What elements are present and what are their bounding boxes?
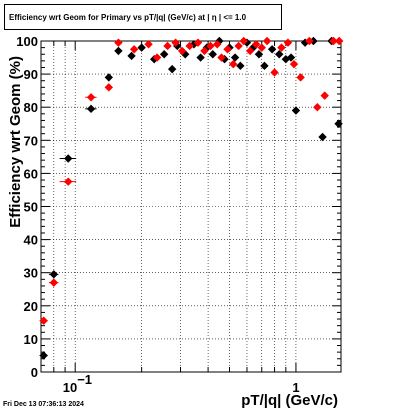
x-tick-label: 1 [292, 380, 299, 395]
data-point [114, 38, 123, 47]
data-point [213, 40, 222, 49]
data-point [49, 278, 59, 287]
y-axis-title: Efficiency wrt Geom (%) [7, 56, 24, 228]
data-point [277, 43, 286, 52]
data-point [260, 61, 269, 71]
data-point [291, 106, 301, 115]
data-point [150, 55, 159, 64]
x-tick-labels: 10−1 1 [63, 372, 300, 395]
data-point [39, 351, 48, 360]
data-point [167, 64, 177, 74]
data-point [296, 73, 305, 82]
data-point [245, 46, 255, 56]
data-point [318, 132, 327, 142]
y-tick-label: 30 [24, 266, 38, 281]
data-point [144, 40, 153, 49]
footer-timestamp: Fri Dec 13 07:36:13 2024 [3, 401, 84, 408]
data-point [206, 41, 215, 51]
x-tick-label-base: 10 [63, 380, 77, 395]
data-point [137, 43, 146, 52]
x-tick-label-base: 1 [292, 380, 299, 395]
data-point [152, 53, 162, 62]
data-point [171, 38, 180, 47]
y-tick-label: 10 [24, 332, 38, 347]
y-tick-label: 90 [24, 67, 38, 82]
data-point [254, 50, 264, 59]
data-point [329, 36, 338, 46]
data-point [270, 68, 279, 77]
data-point [129, 45, 139, 54]
data-point [229, 59, 238, 69]
data-point [180, 50, 190, 59]
data-point [86, 104, 96, 114]
data-point [234, 41, 243, 51]
data-point [283, 38, 293, 47]
data-point [305, 36, 314, 46]
data-point [163, 41, 172, 51]
data-point [313, 103, 322, 112]
y-tick-label: 100 [16, 34, 38, 49]
data-point [275, 50, 284, 59]
data-point [257, 43, 266, 52]
data-point [64, 154, 73, 163]
data-point [49, 270, 59, 279]
data-point [193, 38, 203, 47]
data-point [267, 45, 277, 54]
data-point [281, 55, 291, 64]
data-point [86, 93, 96, 102]
y-tick-label: 70 [24, 133, 38, 148]
y-tick-label: 60 [24, 166, 38, 181]
x-tick-label-exponent: −1 [77, 372, 92, 387]
data-point [262, 36, 272, 46]
data-point [242, 38, 252, 47]
y-tick-label: 80 [24, 100, 38, 115]
series-1 [39, 36, 344, 325]
data-point [104, 83, 114, 92]
series-0 [39, 36, 343, 360]
data-point [334, 36, 344, 46]
data-point [200, 46, 209, 56]
x-axis-title: pT/|q| (GeV/c) [241, 392, 338, 409]
data-point [64, 177, 73, 186]
y-tick-label: 40 [24, 233, 38, 248]
data-point [208, 50, 217, 59]
y-tick-label: 50 [24, 200, 38, 215]
data-point [159, 50, 169, 59]
data-point [104, 73, 114, 82]
data-point [236, 61, 245, 71]
data-point [289, 59, 299, 69]
data-point [217, 53, 226, 62]
data-point [177, 46, 187, 56]
data-point [320, 91, 329, 100]
data-point [286, 53, 296, 62]
y-tick-labels: 0 10 20 30 40 50 60 70 80 90 100 [16, 34, 38, 380]
data-point [39, 316, 48, 325]
grid-lines [40, 40, 341, 373]
data-point [334, 119, 343, 128]
data-point [114, 46, 123, 56]
x-tick-label: 10−1 [63, 372, 92, 395]
data-point [185, 41, 194, 51]
data-point [127, 51, 136, 61]
y-tick-label: 0 [31, 365, 38, 380]
y-tick-label: 20 [24, 299, 38, 314]
data-point [239, 36, 248, 46]
chart-title: Efficiency wrt Geom for Primary vs pT/|q… [4, 4, 282, 30]
data-point [196, 53, 205, 62]
data-point [251, 40, 261, 49]
data-point [230, 53, 240, 62]
data-series [39, 36, 344, 360]
data-point [223, 45, 232, 54]
